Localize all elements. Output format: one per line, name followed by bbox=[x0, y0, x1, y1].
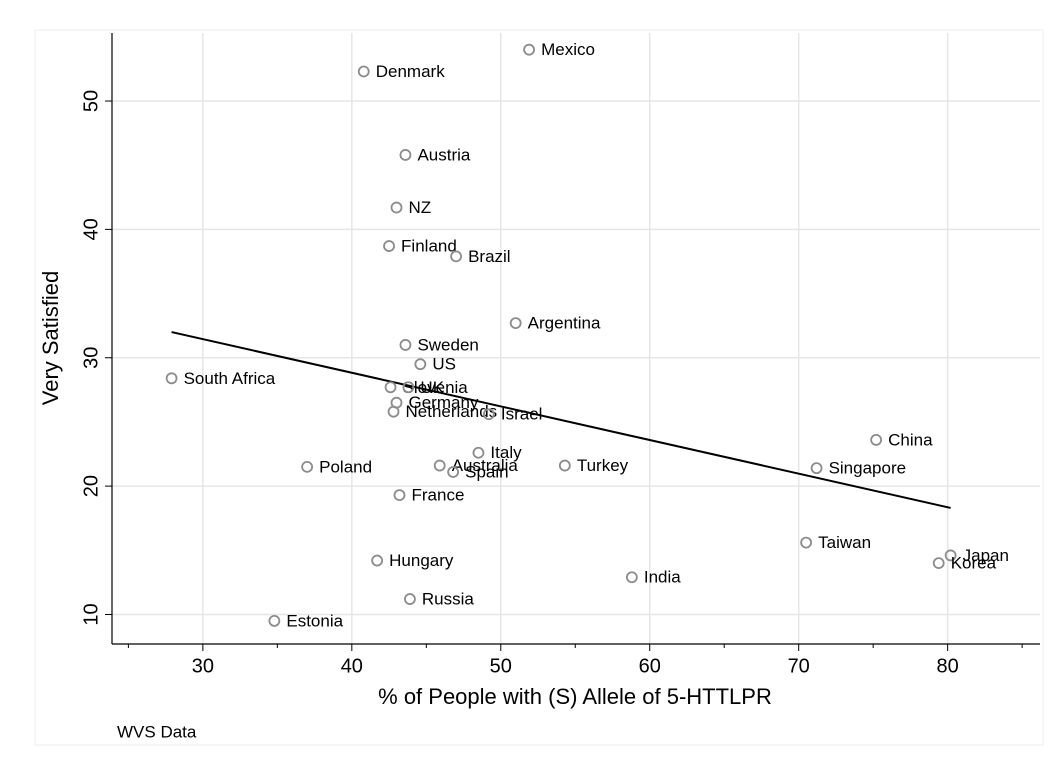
y-tick-label: 30 bbox=[80, 347, 102, 369]
point bbox=[268, 614, 281, 627]
point bbox=[301, 460, 314, 473]
point bbox=[393, 489, 406, 502]
point bbox=[810, 462, 823, 475]
point-label: Australia bbox=[452, 456, 519, 475]
point bbox=[932, 557, 945, 570]
point-label: Japan bbox=[963, 546, 1009, 565]
point bbox=[383, 240, 395, 252]
point bbox=[399, 339, 412, 351]
y-tick-label: 50 bbox=[80, 90, 102, 112]
point-label: NZ bbox=[409, 198, 432, 217]
point-label: US bbox=[432, 355, 456, 374]
point-label: Taiwan bbox=[818, 533, 871, 552]
x-tick-label: 30 bbox=[192, 655, 214, 677]
y-tick-label: 10 bbox=[80, 603, 102, 625]
point-label: Hungary bbox=[389, 551, 454, 570]
point-label: Finland bbox=[401, 237, 457, 256]
point bbox=[944, 549, 957, 562]
point-label: Estonia bbox=[286, 611, 343, 630]
point bbox=[371, 554, 384, 567]
point bbox=[625, 571, 638, 584]
point-label: France bbox=[411, 486, 464, 505]
point-label: Spain bbox=[465, 462, 508, 481]
point bbox=[447, 466, 460, 478]
point-label: China bbox=[888, 430, 933, 449]
point bbox=[800, 536, 813, 549]
point-label: Argentina bbox=[528, 314, 601, 333]
point-label: South Africa bbox=[184, 369, 276, 388]
x-tick-label: 60 bbox=[639, 655, 661, 677]
point bbox=[402, 381, 415, 394]
point-label: India bbox=[644, 568, 681, 587]
point bbox=[387, 405, 400, 418]
x-axis-label: % of People with (S) Allele of 5-HTTLPR bbox=[378, 684, 772, 709]
x-tick-label: 70 bbox=[788, 655, 810, 677]
point-label: Mexico bbox=[541, 40, 595, 59]
point bbox=[414, 358, 427, 371]
point bbox=[558, 459, 571, 472]
point bbox=[870, 434, 883, 446]
fit-line bbox=[171, 331, 951, 509]
point bbox=[357, 65, 370, 78]
y-tick-label: 20 bbox=[80, 475, 102, 497]
x-tick-label: 50 bbox=[490, 655, 512, 677]
point bbox=[390, 201, 403, 214]
point-label: Denmark bbox=[376, 62, 445, 81]
point bbox=[472, 446, 485, 459]
point-label: Austria bbox=[417, 145, 470, 164]
point-label: Italy bbox=[490, 443, 522, 462]
point-label: Sweden bbox=[417, 335, 478, 354]
point-label: Brazil bbox=[468, 247, 511, 266]
point-label: Slovenia bbox=[403, 378, 469, 397]
point bbox=[384, 381, 397, 394]
y-tick-label: 40 bbox=[80, 218, 102, 240]
point-label: UK bbox=[420, 378, 444, 397]
point-label: Israel bbox=[501, 405, 543, 424]
point-label: Russia bbox=[422, 590, 475, 609]
point bbox=[450, 250, 462, 263]
point-label: Germany bbox=[409, 393, 479, 412]
y-axis-label: Very Satisfied bbox=[38, 271, 63, 406]
point bbox=[404, 593, 416, 605]
point-label: Korea bbox=[951, 554, 997, 573]
point bbox=[399, 149, 412, 161]
point-label: Turkey bbox=[577, 456, 629, 475]
point-label: Poland bbox=[319, 457, 372, 476]
point bbox=[523, 43, 535, 56]
point bbox=[433, 459, 446, 472]
x-tick-label: 40 bbox=[341, 655, 363, 677]
point-label: Singapore bbox=[829, 459, 907, 478]
x-tick-label: 80 bbox=[937, 655, 959, 677]
point bbox=[482, 408, 495, 421]
point-label: Netherlands bbox=[406, 402, 498, 421]
note: WVS Data bbox=[117, 722, 197, 741]
point bbox=[165, 372, 178, 385]
point bbox=[509, 317, 522, 329]
